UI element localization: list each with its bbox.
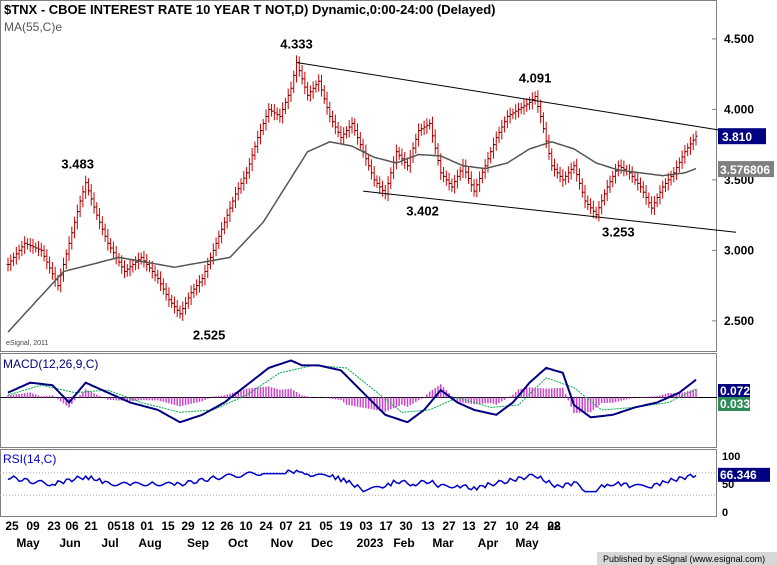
footer-box [597, 552, 777, 565]
x-axis-month-label: Apr [478, 536, 499, 550]
x-axis-day-label: 21 [84, 519, 98, 533]
trendline [363, 190, 737, 233]
watermark: eSignal, 2011 [6, 340, 48, 347]
price-panel [0, 0, 717, 352]
x-axis-day-label: 05 [107, 519, 121, 533]
x-axis-month-label: Dec [311, 536, 333, 550]
rsi-value: 66.346 [720, 468, 757, 482]
macd-line [7, 359, 697, 424]
price-annotation: 3.483 [61, 156, 94, 171]
x-axis-day-label: 19 [339, 519, 353, 533]
rsi-value-box [718, 467, 770, 482]
x-axis-day-label: 13 [421, 519, 435, 533]
x-axis-day-label: 30 [399, 519, 413, 533]
x-axis-day-label: 03 [359, 519, 373, 533]
x-axis-day-label: 25 [5, 519, 19, 533]
x-axis-day-label: 10 [239, 519, 253, 533]
rsi-panel [0, 449, 717, 517]
rsi-axis-label: 100 [722, 451, 740, 463]
x-axis-month-label: Mar [432, 536, 454, 550]
x-axis-month-label: Oct [228, 536, 248, 550]
x-axis-day-label: 24 [525, 519, 539, 533]
x-axis-month-label: Feb [393, 536, 414, 550]
x-axis-day-label: 05 [319, 519, 333, 533]
x-axis-day-label: 27 [442, 519, 456, 533]
x-axis-day-label: 17 [379, 519, 393, 533]
price-annotation: 3.402 [406, 204, 439, 219]
signal-value: 0.033 [720, 397, 750, 411]
x-axis-day-label: 27 [483, 519, 497, 533]
x-axis-day-label: 01 [140, 519, 154, 533]
price-annotation: 3.253 [602, 225, 635, 240]
ma-value-box [718, 161, 774, 178]
x-axis-day-label: 24 [259, 519, 273, 533]
x-axis-month-label: Nov [271, 536, 294, 550]
footer-credit: Published by eSignal (www.esignal.com) [603, 554, 765, 564]
macd-title: MACD(12,26,9,C) [3, 357, 98, 371]
rsi-axis-label: 0 [722, 507, 728, 519]
price-axis-label: 2.500 [724, 314, 754, 328]
x-axis-day-label: 10 [505, 519, 519, 533]
ma-value: 3.576806 [720, 163, 770, 177]
macd-signal-line [7, 364, 697, 413]
x-axis-day-label: 09 [26, 519, 40, 533]
x-axis-day-label: 21 [298, 519, 312, 533]
last-price-box [718, 128, 766, 145]
trendline [296, 61, 737, 134]
macd-value: 0.072 [720, 384, 750, 398]
macd-panel [0, 353, 717, 448]
chart-title: $TNX - CBOE INTEREST RATE 10 YEAR T NOT,… [4, 2, 495, 17]
price-annotation: 4.091 [519, 71, 552, 86]
rsi-axis-label: 50 [722, 479, 734, 491]
x-axis-day-label: 29 [181, 519, 195, 533]
last-price-value: 3.810 [722, 130, 752, 144]
rsi-line [7, 469, 697, 493]
x-axis-day-label: 08 [547, 519, 561, 533]
x-axis-day-label: 15 [161, 519, 175, 533]
x-axis-day-label: 22 [547, 519, 561, 533]
price-axis-label: 3.000 [724, 243, 754, 257]
ma-55-line [7, 141, 697, 333]
x-axis-day-label: 26 [220, 519, 234, 533]
x-axis-month-label: 2023 [357, 536, 384, 550]
x-axis-month-label: Sep [187, 536, 209, 550]
price-annotation: 4.333 [280, 36, 313, 51]
x-axis-day-label: 06 [65, 519, 79, 533]
x-axis-day-label: 23 [47, 519, 61, 533]
x-axis-month-label: Aug [138, 536, 161, 550]
x-axis-month-label: May [515, 536, 539, 550]
ma-label: MA(55,C)e [4, 20, 62, 34]
x-axis-day-label: 18 [121, 519, 135, 533]
rsi-title: RSI(14,C) [3, 452, 56, 466]
x-axis-month-label: Jun [59, 536, 80, 550]
x-axis-month-label: Jul [101, 536, 118, 550]
signal-value-box [718, 397, 750, 411]
x-axis-month-label: May [16, 536, 40, 550]
x-axis-day-label: 12 [201, 519, 215, 533]
x-axis-day-label: 07 [279, 519, 293, 533]
price-axis-label: 4.500 [724, 32, 754, 46]
macd-value-box [718, 384, 750, 398]
price-annotation: 2.525 [193, 327, 226, 342]
price-axis-label: 4.000 [724, 102, 754, 116]
x-axis-day-label: 13 [462, 519, 476, 533]
